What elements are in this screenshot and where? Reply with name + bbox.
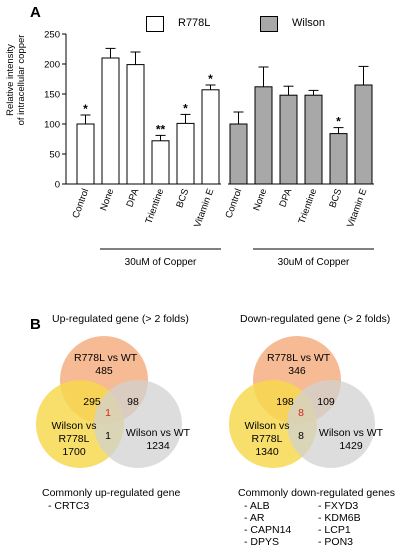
up-overlap-top-right: 98	[127, 396, 139, 408]
bar-r778l-2	[126, 64, 145, 185]
significance-r778l-5: *	[208, 72, 213, 86]
category-label-wilson-5: Vitamin E	[345, 187, 369, 229]
up-overlap-top-left: 295	[83, 396, 101, 408]
up-venn	[36, 336, 182, 468]
up-common-title: Commonly up-regulated gene	[42, 487, 181, 499]
down-top-label: R778L vs WT	[267, 352, 331, 364]
down-overlap-top-left: 198	[276, 396, 294, 408]
down-col2-gene-1: - KDM6B	[318, 512, 361, 524]
bracket-label-r778l: 30uM of Copper	[125, 257, 197, 268]
bar-wilson-3	[304, 94, 323, 185]
up-left-count: 1700	[62, 446, 86, 458]
bracket-label-wilson: 30uM of Copper	[278, 257, 350, 268]
bar-r778l-3	[151, 140, 170, 185]
category-label-wilson-3: Trientine	[296, 187, 319, 225]
legend-label-wilson: Wilson	[292, 17, 326, 29]
category-label-r778l-5: Vitamin E	[192, 187, 216, 229]
down-common-genes-col2: - FXYD3- KDM6B - LCP1- PON3	[318, 500, 361, 548]
up-top-label: R778L vs WT	[74, 352, 138, 364]
down-overlap-left-right: 8	[298, 430, 304, 442]
legend-swatch-r778l	[146, 16, 164, 32]
category-label-wilson-1: None	[251, 187, 269, 212]
panel-a-letter: A	[30, 4, 41, 21]
category-label-r778l-0: Control	[71, 187, 92, 220]
significance-r778l-3: **	[156, 122, 166, 136]
y-tick-label: 250	[44, 30, 60, 41]
down-col1-gene-3: - DPYS	[244, 536, 280, 548]
down-circle-wilson-wt	[287, 380, 375, 468]
bar-r778l-4	[176, 122, 195, 185]
down-right-label: Wilson vs WT	[318, 427, 384, 439]
bar-wilson-0	[229, 123, 248, 185]
up-circle-wilson-wt	[94, 380, 182, 468]
down-col2-gene-2: - LCP1	[318, 524, 351, 536]
up-overlap-left-right: 1	[105, 430, 111, 442]
down-top-count: 346	[288, 365, 306, 377]
category-label-r778l-1: None	[98, 187, 116, 212]
up-right-count: 1234	[146, 440, 170, 452]
up-top-count: 485	[95, 365, 113, 377]
bar-r778l-5	[201, 89, 220, 185]
category-label-r778l-4: BCS	[174, 187, 191, 209]
y-tick-label: 0	[55, 180, 60, 191]
down-common-genes-col1: - ALB - AR - CAPN14- DPYS	[244, 500, 291, 548]
down-overlap-top-right: 109	[317, 396, 335, 408]
down-venn	[229, 336, 375, 468]
bar-chart-a: 0 50 100 150 200 250 Relative intensity of intr…	[5, 30, 374, 268]
category-label-wilson-0: Control	[224, 187, 245, 220]
up-venn-title: Up-regulated gene (> 2 folds)	[52, 313, 189, 325]
bar-wilson-1	[254, 86, 273, 185]
significance-r778l-0: *	[83, 102, 88, 116]
venn-diagrams	[36, 336, 375, 468]
down-left-label: Wilson vs R778L	[244, 420, 290, 446]
down-common-title: Commonly down-regulated genes	[238, 487, 396, 499]
y-tick-label: 100	[44, 120, 60, 131]
category-label-r778l-3: Trientine	[143, 187, 166, 225]
down-col1-gene-1: - AR	[244, 512, 265, 524]
y-tick-label: 50	[49, 150, 60, 161]
down-right-count: 1429	[339, 440, 363, 452]
significance-r778l-4: *	[183, 101, 188, 115]
up-left-label: Wilson vs R778L	[51, 420, 97, 446]
y-tick-label: 150	[44, 90, 60, 101]
bar-wilson-2	[279, 94, 298, 185]
category-label-wilson-2: DPA	[278, 187, 295, 209]
y-tick-label: 200	[44, 60, 60, 71]
down-col2-gene-0: - FXYD3	[318, 500, 359, 512]
category-label-wilson-4: BCS	[327, 187, 344, 209]
up-right-label: Wilson vs WT	[125, 427, 191, 439]
bar-r778l-0	[76, 123, 95, 185]
up-center-count: 1	[105, 407, 111, 419]
panel-b-letter: B	[30, 316, 41, 333]
down-col1-gene-2: - CAPN14	[244, 524, 292, 536]
legend-swatch-wilson	[260, 16, 278, 32]
up-gene-0: - CRTC3	[48, 500, 90, 512]
bar-wilson-5	[354, 84, 373, 185]
category-label-r778l-2: DPA	[125, 187, 142, 209]
y-axis-label: Relative intensity	[5, 44, 16, 116]
legend-label-r778l: R778L	[178, 17, 211, 29]
up-common-genes-col1: - CRTC3	[48, 500, 89, 512]
y-axis-label: of intracellular copper	[16, 35, 27, 126]
down-left-count: 1340	[255, 446, 279, 458]
down-col2-gene-3: - PON3	[318, 536, 354, 548]
down-col1-gene-0: - ALB	[244, 500, 270, 512]
bar-wilson-4	[329, 133, 348, 185]
down-center-count: 8	[298, 407, 304, 419]
down-venn-title: Down-regulated gene (> 2 folds)	[240, 313, 391, 325]
bar-r778l-1	[101, 57, 120, 185]
significance-wilson-4: *	[336, 115, 341, 129]
